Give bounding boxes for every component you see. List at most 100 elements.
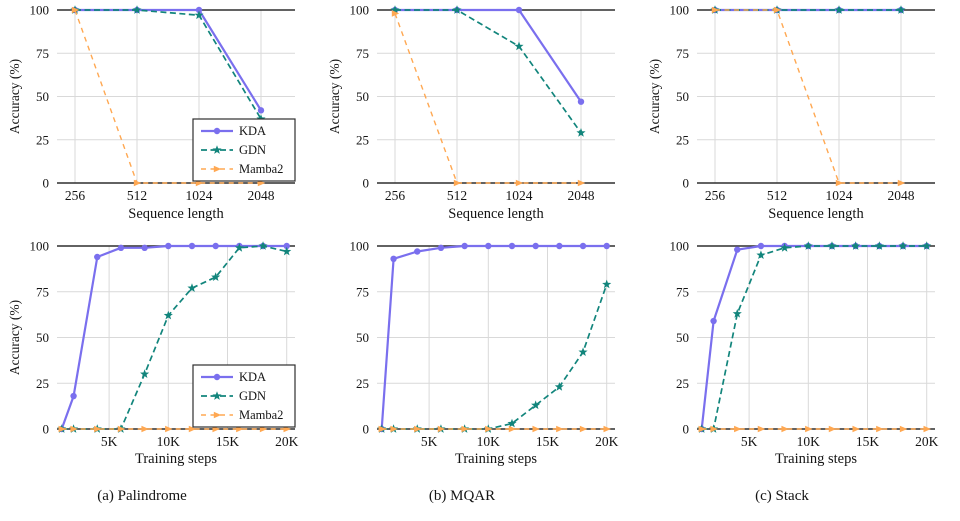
triangle-right-marker (711, 6, 720, 14)
circle-marker (485, 242, 492, 250)
triangle-right-marker (390, 425, 398, 433)
x-tick-label: 512 (767, 188, 787, 203)
x-tick-label: 1024 (186, 188, 213, 203)
stack-sequence-length-chart: 0 25 50 75 100 256 512 1024 2048 Accuracy (%) Sequ… (647, 3, 935, 222)
series (697, 241, 932, 433)
x-tick-label: 10K (477, 434, 501, 449)
x-tick-label: 15K (216, 434, 240, 449)
triangle-right-marker (414, 425, 422, 433)
legend-label: Mamba2 (239, 408, 283, 422)
circle-marker (532, 242, 539, 250)
circle-marker (461, 242, 468, 250)
y-tick-label: 0 (683, 176, 690, 191)
y-tick-label: 50 (356, 330, 369, 345)
palindrome-sequence-length-chart: 0 25 50 75 100 256 512 1024 2048 Accuracy (%) Sequ… (7, 3, 296, 222)
star-marker (507, 418, 517, 428)
y-tick-label: 75 (676, 46, 689, 61)
triangle-right-marker (828, 425, 837, 433)
gdn-series (70, 5, 266, 123)
x-axis-label: Sequence length (128, 206, 224, 222)
triangle-right-marker (213, 165, 222, 173)
star-marker (756, 250, 766, 260)
circle-marker (141, 244, 148, 252)
y-tick-label: 50 (356, 89, 369, 104)
mqar-sequence-length-chart: 0 25 50 75 100 256 512 1024 2048 Accuracy (%) Sequ… (327, 3, 615, 222)
y-tick-label: 0 (363, 176, 370, 191)
star-marker (234, 243, 244, 252)
tick-labels: 0 25 50 75 100 256 512 1024 2048 (670, 3, 915, 204)
triangle-right-marker (899, 425, 908, 433)
x-tick-label: 2048 (888, 188, 915, 203)
triangle-right-marker (579, 425, 588, 433)
circle-marker (390, 255, 397, 263)
triangle-right-marker (165, 425, 173, 433)
star-marker (898, 241, 908, 250)
star-marker (211, 272, 221, 281)
y-tick-label: 25 (36, 132, 49, 147)
legend: KDA GDN Mamba2 (192, 118, 296, 182)
mqar-training-steps-chart: 0 25 50 75 100 5K 10K 15K 20K Training steps (350, 239, 619, 468)
x-tick-label: 20K (275, 434, 299, 449)
y-tick-label: 100 (670, 3, 690, 18)
star-marker (258, 241, 268, 250)
legend-label: KDA (239, 124, 266, 138)
star-marker (132, 5, 142, 14)
star-marker (282, 246, 292, 256)
row-sequence-length-charts: 0 25 50 75 100 256 512 1024 2048 Accuracy (%) Sequ… (0, 0, 960, 232)
gridlines (697, 10, 935, 183)
triangle-right-marker (141, 425, 149, 433)
y-tick-label: 25 (356, 376, 369, 391)
x-tick-label: 512 (447, 188, 467, 203)
x-tick-label: 256 (705, 188, 726, 203)
y-tick-label: 25 (676, 132, 689, 147)
x-tick-label: 10K (797, 434, 821, 449)
legend-label: Mamba2 (239, 162, 283, 176)
x-tick-label: 256 (65, 188, 86, 203)
triangle-right-marker (698, 425, 706, 433)
x-tick-label: 20K (595, 434, 619, 449)
y-tick-label: 100 (30, 239, 50, 254)
legend-box (192, 364, 296, 428)
triangle-right-marker (391, 10, 400, 17)
circle-marker (603, 242, 610, 250)
star-marker (834, 5, 844, 14)
palindrome-training-steps-chart: 0 25 50 75 100 5K 10K 15K 20K Accuracy (%) Trainin… (7, 239, 299, 468)
x-tick-label: 15K (856, 434, 880, 449)
gridlines (377, 10, 615, 183)
star-marker (187, 283, 197, 292)
mamba2-series (391, 10, 586, 187)
y-tick-label: 100 (350, 239, 370, 254)
x-tick-label: 2048 (248, 188, 275, 203)
circle-marker (556, 242, 563, 250)
star-marker (827, 241, 837, 250)
triangle-right-marker (603, 425, 611, 433)
mamba2-series (711, 6, 906, 187)
subfigure-captions: (a) Palindrome (b) MQAR (c) Stack (0, 478, 960, 521)
y-tick-label: 100 (30, 3, 50, 18)
circle-marker (213, 127, 221, 135)
star-marker (780, 243, 790, 252)
gdn-series (377, 279, 612, 433)
star-marker (163, 310, 173, 320)
x-tick-label: 20K (915, 434, 939, 449)
y-tick-label: 50 (36, 89, 49, 104)
stack-training-steps-chart: 0 25 50 75 100 5K 10K 15K 20K Training steps (670, 239, 939, 468)
caption-stack: (c) Stack (755, 488, 809, 504)
triangle-right-marker (58, 425, 66, 433)
caption-palindrome: (a) Palindrome (97, 488, 187, 504)
gridlines (57, 10, 295, 183)
subplot-mqar-seqlen: 0 25 50 75 100 256 512 1024 2048 Accuracy (%) Sequ… (320, 0, 640, 232)
triangle-right-marker (378, 425, 386, 433)
circle-marker (117, 244, 125, 252)
x-tick-label: 5K (101, 434, 118, 449)
triangle-right-marker (556, 425, 564, 433)
subplot-stack-seqlen: 0 25 50 75 100 256 512 1024 2048 Accuracy (%) Sequ… (640, 0, 960, 232)
x-tick-label: 2048 (568, 188, 595, 203)
star-marker (531, 400, 541, 410)
series (70, 5, 266, 187)
legend-label: GDN (239, 143, 266, 157)
subplot-palindrome-seqlen: 0 25 50 75 100 256 512 1024 2048 Accuracy (%) Sequ… (0, 0, 320, 232)
gdn-series (390, 5, 586, 137)
y-tick-label: 75 (36, 284, 49, 299)
